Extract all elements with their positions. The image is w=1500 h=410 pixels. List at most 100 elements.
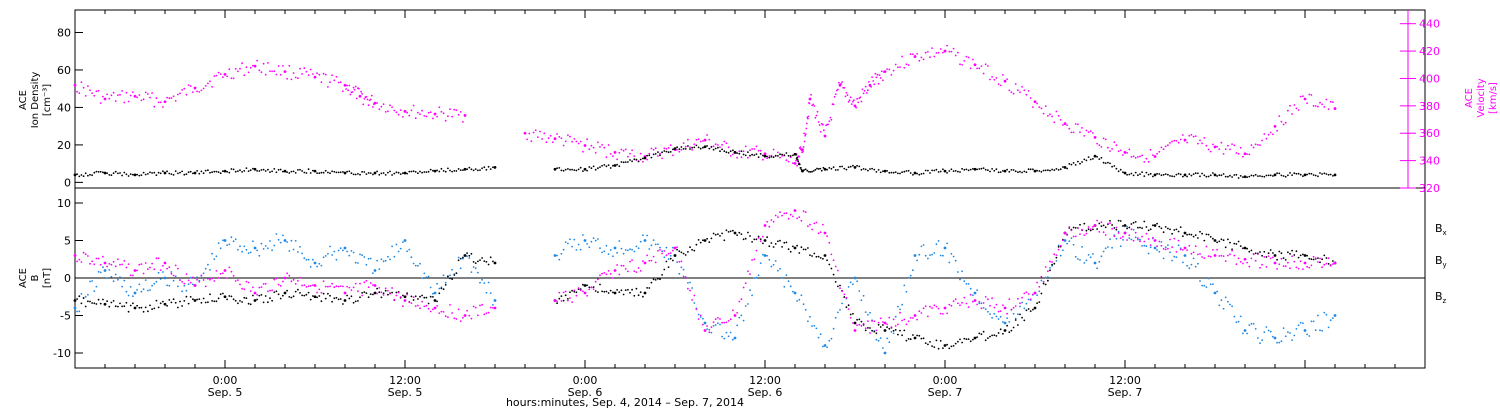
trend-dot [237, 170, 239, 173]
trend-dot [1087, 131, 1090, 134]
trend-dot [174, 301, 177, 304]
trend-dot [249, 303, 252, 306]
trend-dot [738, 316, 741, 319]
trend-dot [172, 274, 175, 277]
trend-dot [680, 251, 683, 254]
trend-dot [1049, 169, 1051, 172]
trend-dot [805, 127, 808, 130]
trend-dot [232, 77, 235, 80]
trend-dot [151, 172, 154, 174]
trend-dot [1130, 223, 1133, 225]
trend-dot [652, 255, 655, 258]
trend-dot [412, 299, 415, 301]
trend-dot [204, 85, 207, 87]
trend-dot [219, 272, 222, 275]
trend-dot [721, 335, 723, 338]
trend-dot [1321, 266, 1323, 269]
trend-dot [759, 238, 762, 241]
trend-dot [935, 243, 938, 246]
trend-dot [324, 169, 327, 172]
trend-dot [799, 146, 802, 149]
trend-dot [811, 255, 813, 257]
trend-dot [1312, 255, 1315, 258]
trend-dot [995, 335, 998, 337]
trend-dot [474, 262, 477, 264]
trend-dot [382, 103, 385, 106]
trend-dot [172, 298, 175, 301]
trend-dot [1006, 317, 1008, 319]
trend-dot [457, 259, 460, 262]
trend-dot [1212, 143, 1214, 146]
trend-dot [984, 296, 987, 298]
trend-dot [1280, 174, 1283, 177]
trend-dot [588, 286, 591, 289]
trend-dot [1059, 254, 1062, 257]
trend-dot [629, 152, 631, 155]
trend-dot [680, 148, 683, 151]
x-tick-date-label: Sep. 6 [568, 386, 603, 399]
trend-dot [1010, 329, 1013, 332]
trend-dot [556, 300, 558, 303]
trend-dot [860, 100, 863, 103]
trend-dot [963, 337, 966, 340]
trend-dot [886, 68, 888, 70]
trend-dot [562, 169, 565, 172]
trend-dot [408, 114, 411, 117]
trend-dot [1250, 257, 1253, 260]
trend-dot [457, 256, 460, 259]
data-point [583, 291, 587, 295]
trend-dot [369, 282, 372, 284]
trend-dot [192, 298, 194, 301]
trend-dot [402, 116, 404, 118]
trend-dot [91, 174, 93, 177]
trend-dot [1087, 228, 1090, 231]
trend-dot [1267, 252, 1270, 255]
trend-dot [1257, 175, 1259, 178]
trend-dot [984, 168, 987, 171]
trend-dot [1012, 326, 1015, 329]
trend-dot [1259, 342, 1261, 345]
trend-dot [708, 147, 711, 150]
trend-dot [1332, 317, 1334, 319]
trend-dot [1293, 254, 1296, 256]
trend-dot [312, 284, 314, 286]
trend-dot [723, 321, 726, 324]
trend-dot [697, 146, 700, 149]
trend-dot [393, 109, 396, 112]
trend-dot [1263, 175, 1266, 178]
trend-dot [361, 292, 363, 294]
trend-dot [232, 274, 235, 277]
trend-dot [305, 70, 308, 73]
trend-dot [774, 243, 777, 245]
trend-dot [1199, 175, 1201, 178]
data-point [1093, 261, 1097, 265]
trend-dot [1038, 106, 1041, 108]
trend-dot [412, 170, 415, 173]
trend-dot [1194, 245, 1197, 248]
trend-dot [768, 245, 771, 248]
trend-dot [277, 293, 280, 296]
trend-dot [312, 258, 314, 261]
trend-dot [862, 168, 865, 170]
trend-dot [423, 115, 426, 117]
trend-dot [432, 169, 434, 172]
trend-dot [942, 313, 944, 315]
trend-dot [153, 105, 156, 108]
trend-dot [406, 250, 408, 253]
trend-dot [474, 168, 477, 171]
trend-dot [1177, 172, 1180, 175]
trend-dot [303, 257, 306, 260]
trend-dot [1332, 101, 1334, 103]
trend-dot [297, 280, 299, 282]
trend-dot [1237, 177, 1240, 179]
trend-dot [1246, 153, 1248, 156]
trend-dot [682, 142, 685, 145]
trend-dot [459, 320, 462, 322]
trend-dot [543, 132, 546, 135]
trend-dot [363, 291, 366, 293]
data-point [1213, 239, 1217, 242]
data-point [283, 276, 287, 280]
trend-dot [1312, 174, 1315, 176]
trend-dot [331, 170, 333, 173]
trend-dot [909, 274, 912, 277]
